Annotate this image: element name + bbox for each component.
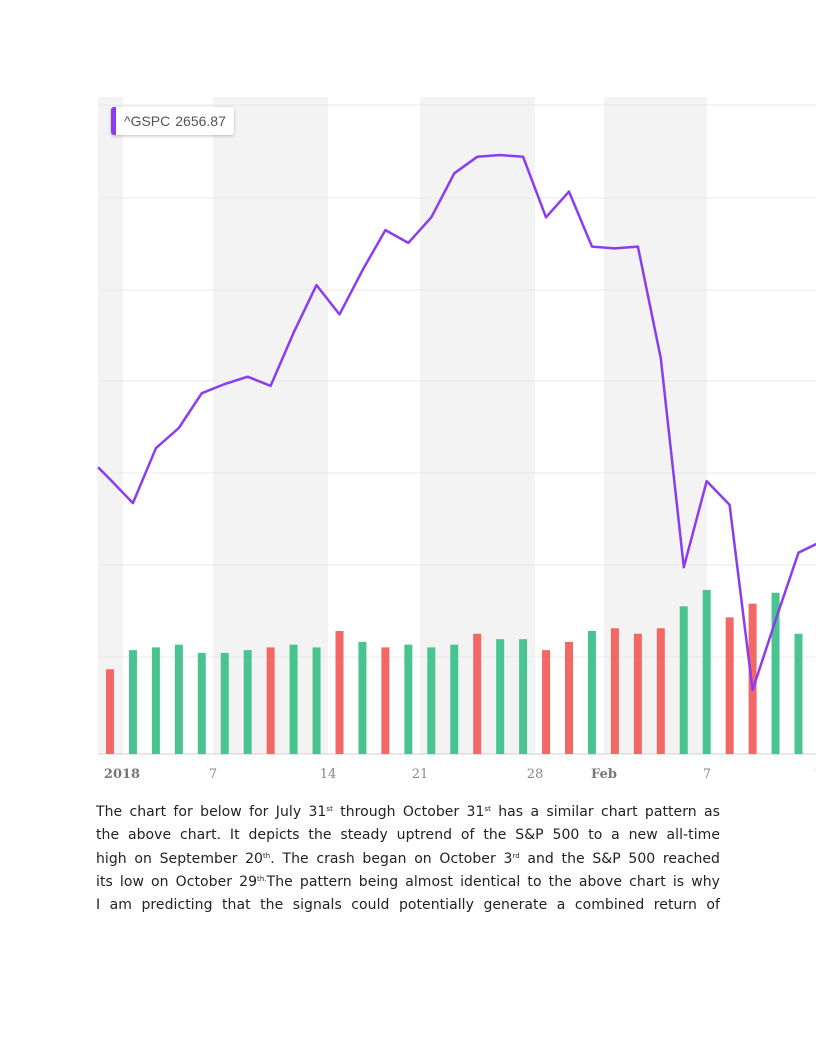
week-band	[604, 97, 707, 754]
x-tick-label: 21	[412, 767, 429, 782]
volume-bar	[106, 669, 114, 754]
week-band	[98, 97, 123, 754]
volume-bar	[565, 641, 573, 754]
stock-chart: 2018 7 14 21 28 Feb 7 1 ^GSPC 2656.87	[97, 97, 816, 782]
volume-bar	[450, 644, 459, 754]
chart-legend: ^GSPC 2656.87	[111, 107, 234, 135]
volume-bar	[312, 647, 321, 754]
legend-swatch	[111, 107, 116, 135]
volume-bar	[404, 644, 413, 754]
x-tick-label: 1	[814, 767, 816, 782]
x-tick-label: 2018	[104, 767, 140, 782]
volume-bar	[542, 650, 551, 754]
volume-bar	[496, 639, 505, 754]
paragraph-line-3: high on September 20th. The crash began …	[96, 850, 720, 867]
volume-bar	[151, 647, 160, 754]
week-band	[213, 97, 328, 754]
volume-bar	[427, 647, 436, 754]
volume-bar	[679, 606, 688, 754]
paragraph-line-1: The chart for below for July 31st throug…	[96, 804, 720, 820]
volume-bar	[633, 633, 642, 754]
volume-bar	[381, 647, 390, 754]
volume-bar	[174, 644, 183, 754]
volume-bar	[748, 603, 757, 754]
volume-bar	[243, 650, 252, 754]
legend-symbol: ^GSPC	[124, 113, 171, 129]
chart-svg: 2018 7 14 21 28 Feb 7 1	[97, 97, 816, 782]
body-paragraph: The chart for below for July 31st throug…	[96, 801, 720, 917]
volume-bar	[519, 639, 528, 754]
volume-bar	[289, 644, 298, 754]
volume-bar	[473, 633, 482, 754]
paragraph-line-4: its low on October 29th.The pattern bein…	[96, 873, 720, 890]
x-tick-label: 7	[703, 767, 711, 782]
volume-bar	[771, 592, 780, 754]
paragraph-line-2: the above chart. It depicts the steady u…	[96, 827, 720, 844]
volume-bar	[587, 631, 596, 754]
legend-value: 2656.87	[175, 113, 226, 129]
volume-bar	[725, 617, 734, 754]
volume-bar	[358, 641, 367, 754]
volume-bar	[220, 652, 229, 754]
volume-bar	[335, 631, 344, 754]
volume-bar	[197, 652, 206, 754]
x-tick-label: Feb	[591, 767, 617, 782]
volume-bar	[702, 590, 711, 754]
paragraph-line-5: I am predicting that the signals could p…	[96, 897, 720, 914]
x-tick-label: 14	[320, 767, 337, 782]
volume-bar	[266, 647, 275, 754]
volume-bar	[656, 628, 665, 754]
x-tick-label: 28	[527, 767, 544, 782]
volume-bar	[128, 650, 137, 754]
volume-bar	[610, 628, 619, 754]
x-tick-label: 7	[209, 767, 217, 782]
volume-bar	[794, 633, 803, 754]
price-line	[97, 153, 816, 692]
